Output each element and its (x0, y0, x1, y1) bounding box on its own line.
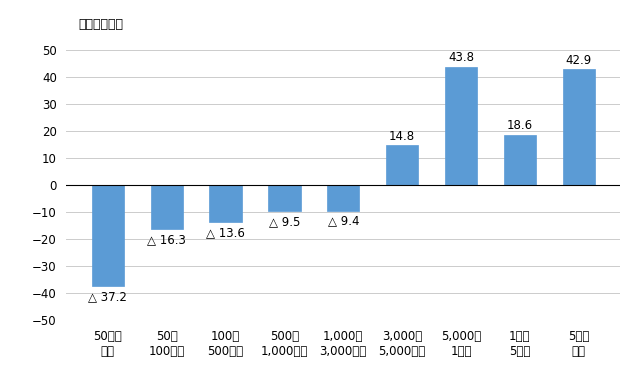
Text: △ 13.6: △ 13.6 (206, 226, 245, 239)
Bar (92, 185, 124, 286)
Bar (503, 135, 536, 185)
Text: 43.8: 43.8 (448, 51, 474, 64)
Bar (327, 185, 359, 211)
Text: △ 16.3: △ 16.3 (147, 233, 186, 246)
Text: 14.8: 14.8 (389, 130, 415, 143)
Bar (386, 145, 418, 185)
Text: 18.6: 18.6 (507, 119, 533, 132)
Bar (209, 185, 242, 222)
Text: △ 9.4: △ 9.4 (327, 215, 359, 228)
Bar (445, 67, 477, 185)
Bar (268, 185, 300, 211)
Bar (562, 69, 595, 185)
Bar (150, 185, 183, 229)
Text: 42.9: 42.9 (566, 54, 592, 67)
Text: △ 37.2: △ 37.2 (88, 290, 127, 303)
Text: 増減率（％）: 増減率（％） (78, 18, 124, 31)
Text: △ 9.5: △ 9.5 (269, 215, 300, 228)
